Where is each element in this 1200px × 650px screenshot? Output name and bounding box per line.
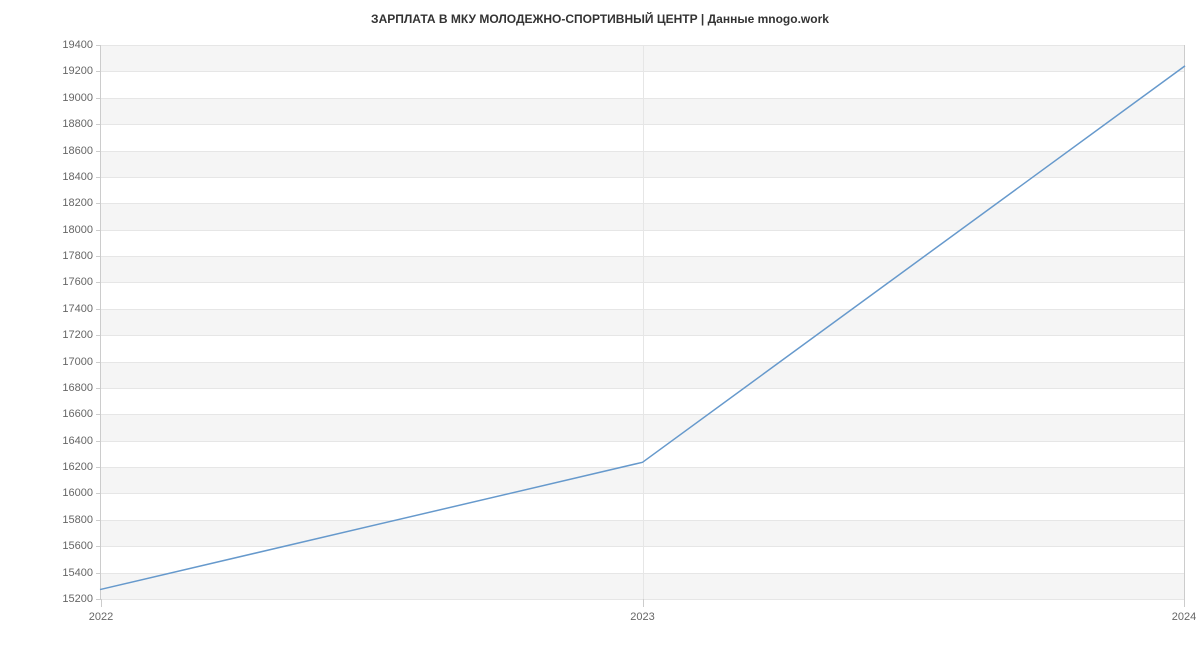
y-tick-label: 17400 [62,303,93,315]
y-tick-label: 18400 [62,171,93,183]
y-tick-label: 15200 [62,593,93,605]
y-tick-label: 19000 [62,92,93,104]
chart-plot-area: 1520015400156001580016000162001640016600… [100,45,1185,600]
y-tick-label: 17200 [62,329,93,341]
y-tick-label: 16200 [62,461,93,473]
y-tick-label: 15800 [62,514,93,526]
y-tick-label: 18200 [62,197,93,209]
y-tick-label: 15400 [62,567,93,579]
y-tick-label: 16800 [62,382,93,394]
x-tick-label: 2024 [1172,611,1196,623]
x-tick-label: 2023 [630,611,654,623]
y-tick-label: 18000 [62,224,93,236]
y-tick-label: 18600 [62,145,93,157]
y-tick-label: 16400 [62,435,93,447]
x-tick-label: 2022 [89,611,113,623]
x-tick-mark [643,599,644,607]
salary-line [100,66,1185,590]
y-tick-label: 19200 [62,65,93,77]
y-tick-label: 17600 [62,276,93,288]
x-tick-mark [101,599,102,607]
y-tick-label: 19400 [62,39,93,51]
y-tick-label: 15600 [62,540,93,552]
chart-title: ЗАРПЛАТА В МКУ МОЛОДЕЖНО-СПОРТИВНЫЙ ЦЕНТ… [0,0,1200,26]
y-tick-label: 17800 [62,250,93,262]
y-tick-label: 17000 [62,356,93,368]
y-tick-label: 16000 [62,487,93,499]
y-tick-label: 18800 [62,118,93,130]
y-tick-label: 16600 [62,408,93,420]
x-tick-mark [1184,599,1185,607]
